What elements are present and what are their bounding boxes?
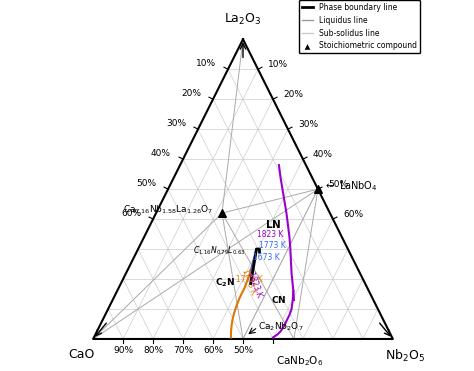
Text: 30%: 30% <box>166 119 186 128</box>
Text: 50%: 50% <box>233 347 253 355</box>
Text: CaO: CaO <box>68 348 94 361</box>
Text: 30%: 30% <box>298 119 318 129</box>
Text: 80%: 80% <box>143 347 163 355</box>
Text: 1773 K: 1773 K <box>240 268 257 296</box>
Text: 60%: 60% <box>121 209 141 217</box>
Text: 40%: 40% <box>313 150 333 159</box>
Text: 50%: 50% <box>328 180 348 188</box>
Text: 1773 K: 1773 K <box>259 240 286 250</box>
Text: 1773 K: 1773 K <box>236 275 262 284</box>
Text: 60%: 60% <box>203 347 223 355</box>
Point <box>218 210 226 216</box>
Text: 10%: 10% <box>196 59 216 68</box>
Text: 20%: 20% <box>283 90 303 99</box>
Text: CaNb$_2$O$_6$: CaNb$_2$O$_6$ <box>276 354 324 368</box>
Text: Nb$_2$O$_5$: Nb$_2$O$_5$ <box>385 348 425 364</box>
Text: $\mathbf{C_2N}$: $\mathbf{C_2N}$ <box>215 276 235 289</box>
Text: $\mathbf{LN}$: $\mathbf{LN}$ <box>265 218 281 230</box>
Text: 1823 K: 1823 K <box>257 230 284 239</box>
Text: 40%: 40% <box>151 149 171 158</box>
Text: Ca$_2$Nb$_2$O$_7$: Ca$_2$Nb$_2$O$_7$ <box>258 321 303 333</box>
Text: 90%: 90% <box>113 347 133 355</box>
Text: $\leftarrow$ LaNbO$_4$: $\leftarrow$ LaNbO$_4$ <box>324 179 378 193</box>
Point <box>314 186 322 192</box>
Text: La$_2$O$_3$: La$_2$O$_3$ <box>224 12 262 27</box>
Text: 10%: 10% <box>268 60 288 69</box>
Text: $C_{1.16}N_{0.79}L_{0.63}$: $C_{1.16}N_{0.79}L_{0.63}$ <box>193 244 246 257</box>
Text: $\mathbf{CN}$: $\mathbf{CN}$ <box>271 294 286 305</box>
Text: 1673 K: 1673 K <box>254 253 280 262</box>
Text: Ca$_{1.16}$Nb$_{1.58}$La$_{1.26}$O$_7$: Ca$_{1.16}$Nb$_{1.58}$La$_{1.26}$O$_7$ <box>123 204 213 216</box>
Legend: Phase boundary line, Liquidus line, Sub-solidus line, Stoichiometric compound: Phase boundary line, Liquidus line, Sub-… <box>299 0 420 53</box>
Text: 60%: 60% <box>343 210 363 219</box>
Text: 1823 K: 1823 K <box>246 271 264 299</box>
Text: 20%: 20% <box>181 89 201 98</box>
Text: 70%: 70% <box>173 347 193 355</box>
Text: 50%: 50% <box>136 178 156 188</box>
